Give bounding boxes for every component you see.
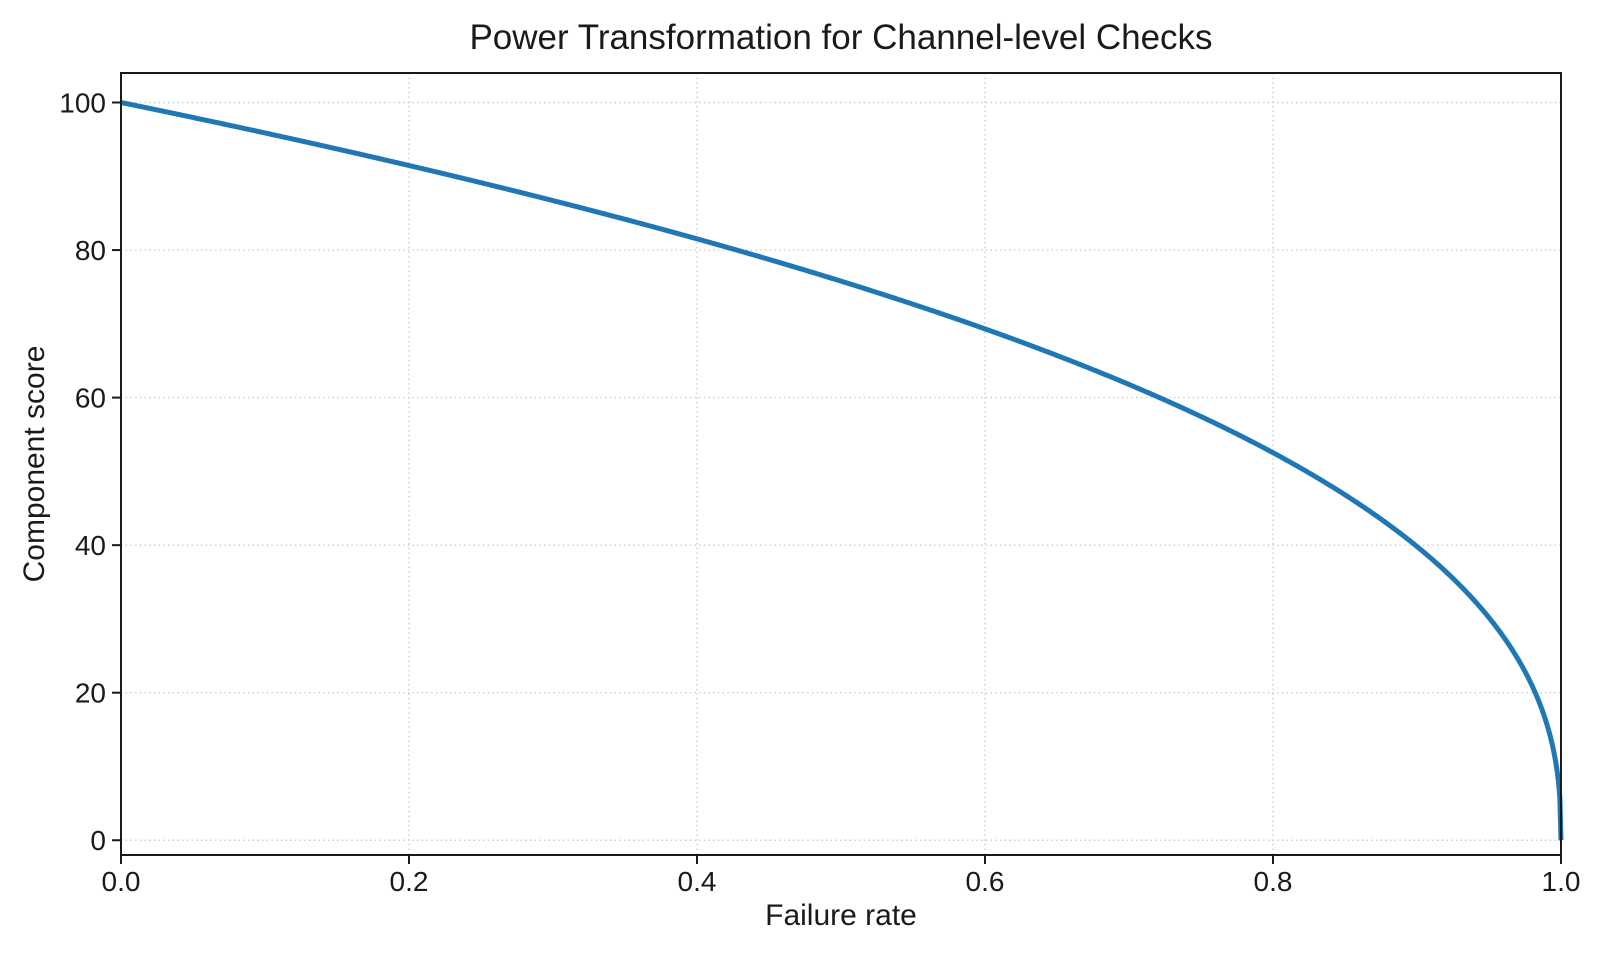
gridlines <box>120 73 1562 855</box>
x-tick-label-0.2: 0.2 <box>390 866 429 897</box>
chart-title: Power Transformation for Channel-level C… <box>469 18 1212 57</box>
y-tick-label-20: 20 <box>75 678 106 709</box>
y-tick-label-60: 60 <box>75 383 106 414</box>
x-axis-label: Failure rate <box>765 899 917 932</box>
curve-layer <box>119 100 1564 841</box>
x-tick-label-1.0: 1.0 <box>1542 866 1581 897</box>
x-tick-label-0.0: 0.0 <box>102 866 141 897</box>
y-tick-label-80: 80 <box>75 235 106 266</box>
y-tick-label-0: 0 <box>90 825 106 856</box>
tick-labels: 0.0 0.2 0.4 0.6 0.8 1.0 0 20 40 60 80 100 <box>59 88 1580 897</box>
axes-layer <box>112 72 1562 864</box>
y-axis-label: Component score <box>18 346 51 583</box>
x-tick-label-0.6: 0.6 <box>966 866 1005 897</box>
series-curve <box>119 100 1564 841</box>
x-tick-label-0.8: 0.8 <box>1254 866 1293 897</box>
y-tick-label-100: 100 <box>59 88 106 119</box>
y-tick-label-40: 40 <box>75 530 106 561</box>
x-tick-label-0.4: 0.4 <box>678 866 717 897</box>
plot-border <box>120 72 1562 856</box>
